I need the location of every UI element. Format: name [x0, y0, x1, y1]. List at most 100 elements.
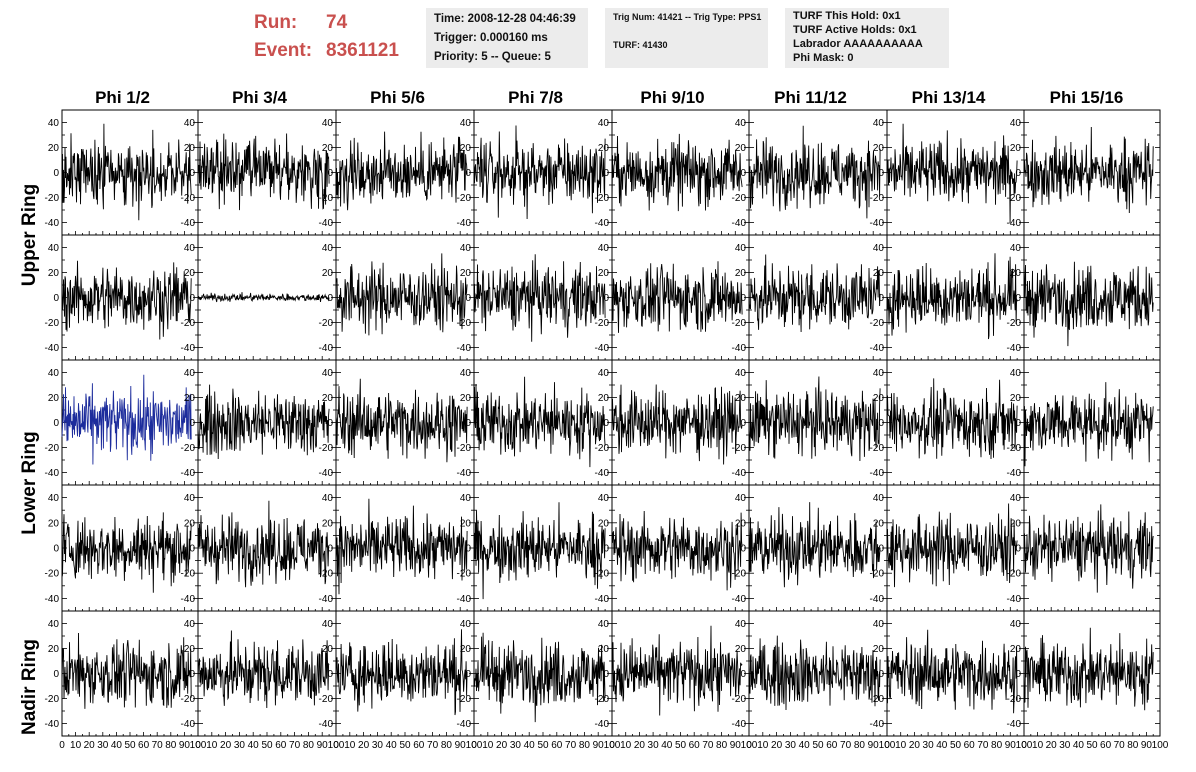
waveform-trace-r3-c4 — [473, 376, 606, 468]
x-tick-label: 60 — [826, 740, 838, 751]
y-tick-label: -40 — [457, 594, 472, 605]
y-tick-label: -20 — [1007, 443, 1022, 454]
y-tick-label: 20 — [184, 268, 196, 279]
y-tick-label: -40 — [457, 468, 472, 479]
y-tick-label: -20 — [870, 569, 885, 580]
x-tick-label: 90 — [593, 740, 605, 751]
y-tick-label: 0 — [53, 168, 59, 179]
y-tick-label: -20 — [457, 569, 472, 580]
y-tick-label: 40 — [322, 118, 334, 129]
x-tick-label: 100 — [466, 740, 483, 751]
y-tick-label: -20 — [457, 443, 472, 454]
y-tick-label: 40 — [1010, 118, 1022, 129]
y-tick-label: 40 — [1010, 619, 1022, 630]
column-header-phi-7-8: Phi 7/8 — [508, 88, 563, 107]
x-tick-label: 0 — [195, 740, 201, 751]
x-tick-label: 90 — [1141, 740, 1153, 751]
waveform-trace-r5-c4 — [473, 632, 606, 723]
y-tick-label: 20 — [322, 644, 334, 655]
y-tick-label: 20 — [460, 644, 472, 655]
x-tick-label: 100 — [604, 740, 621, 751]
y-tick-label: 0 — [53, 669, 59, 680]
waveform-trace-r2-c6 — [748, 254, 881, 333]
y-tick-label: 0 — [189, 418, 195, 429]
turf-info-box: TURF This Hold: 0x1 TURF Active Holds: 0… — [785, 8, 949, 68]
y-tick-label: -20 — [1007, 694, 1022, 705]
x-tick-label: 50 — [537, 740, 549, 751]
x-tick-label: 90 — [1005, 740, 1017, 751]
x-tick-label: 90 — [179, 740, 191, 751]
x-tick-label: 20 — [909, 740, 921, 751]
y-tick-label: 0 — [327, 669, 333, 680]
y-tick-label: -20 — [732, 193, 747, 204]
x-tick-label: 40 — [111, 740, 123, 751]
y-tick-label: 0 — [740, 168, 746, 179]
x-tick-label: 70 — [427, 740, 439, 751]
x-tick-label: 0 — [333, 740, 339, 751]
y-tick-label: 0 — [465, 168, 471, 179]
y-tick-label: 40 — [184, 493, 196, 504]
x-tick-label: 50 — [124, 740, 136, 751]
waveform-trace-r1-c8 — [1023, 126, 1154, 214]
y-tick-label: -20 — [45, 318, 60, 329]
column-header-phi-3-4: Phi 3/4 — [232, 88, 287, 107]
waveform-trace-r5-c7 — [886, 629, 1018, 714]
y-tick-label: 0 — [327, 168, 333, 179]
event-number: 8361121 — [326, 40, 399, 61]
y-tick-label: 0 — [603, 544, 609, 555]
waveform-trace-r4-c2 — [197, 500, 330, 588]
y-tick-label: -20 — [45, 443, 60, 454]
y-tick-label: -20 — [870, 694, 885, 705]
y-tick-label: 20 — [184, 393, 196, 404]
trigger-text: Trigger: 0.000160 ms — [434, 32, 548, 44]
x-tick-label: 50 — [261, 740, 273, 751]
y-tick-label: 20 — [735, 518, 747, 529]
x-tick-label: 20 — [634, 740, 646, 751]
waveform-trace-r3-c5 — [611, 384, 743, 465]
x-tick-label: 30 — [510, 740, 522, 751]
column-header-phi-15-16: Phi 15/16 — [1049, 88, 1124, 107]
waveform-trace-r4-c6 — [748, 502, 881, 588]
y-tick-label: 20 — [598, 644, 610, 655]
x-tick-label: 60 — [1100, 740, 1112, 751]
y-tick-label: 0 — [465, 544, 471, 555]
y-tick-label: -20 — [181, 569, 196, 580]
y-tick-label: 0 — [603, 293, 609, 304]
y-tick-label: 20 — [1010, 393, 1022, 404]
y-tick-label: -40 — [1007, 343, 1022, 354]
y-tick-label: 40 — [873, 619, 885, 630]
y-tick-label: 20 — [598, 143, 610, 154]
waveform-trace-r4-c3 — [335, 498, 468, 595]
time-text: Time: 2008-12-28 04:46:39 — [434, 13, 576, 25]
y-tick-label: -20 — [595, 569, 610, 580]
y-tick-label: 0 — [53, 544, 59, 555]
waveform-trace-r2-c7 — [886, 253, 1018, 340]
x-tick-label: 80 — [441, 740, 453, 751]
column-header-phi-11-12: Phi 11/12 — [774, 88, 847, 107]
waveform-trace-r1-c2 — [197, 133, 330, 211]
y-tick-label: 0 — [327, 418, 333, 429]
x-tick-label: 80 — [1127, 740, 1139, 751]
waveform-trace-r4-c8 — [1023, 504, 1154, 593]
y-tick-label: -40 — [1007, 594, 1022, 605]
y-tick-label: 0 — [189, 669, 195, 680]
waveform-trace-r1-c7 — [886, 123, 1018, 224]
x-tick-label: 0 — [59, 740, 65, 751]
y-tick-label: 0 — [189, 544, 195, 555]
x-tick-label: 60 — [964, 740, 976, 751]
waveform-trace-r3-c8 — [1023, 382, 1154, 467]
y-tick-label: 40 — [735, 243, 747, 254]
y-tick-label: 20 — [460, 268, 472, 279]
y-tick-label: -20 — [457, 318, 472, 329]
y-tick-label: -40 — [45, 719, 60, 730]
y-tick-label: -20 — [1007, 193, 1022, 204]
y-tick-label: -40 — [595, 343, 610, 354]
y-tick-label: -40 — [457, 719, 472, 730]
y-tick-label: 40 — [873, 118, 885, 129]
y-tick-label: 20 — [873, 644, 885, 655]
y-tick-label: -40 — [181, 343, 196, 354]
x-tick-label: 100 — [1152, 740, 1169, 751]
x-tick-label: 10 — [1032, 740, 1044, 751]
y-tick-label: -40 — [45, 218, 60, 229]
y-tick-label: 20 — [1010, 268, 1022, 279]
